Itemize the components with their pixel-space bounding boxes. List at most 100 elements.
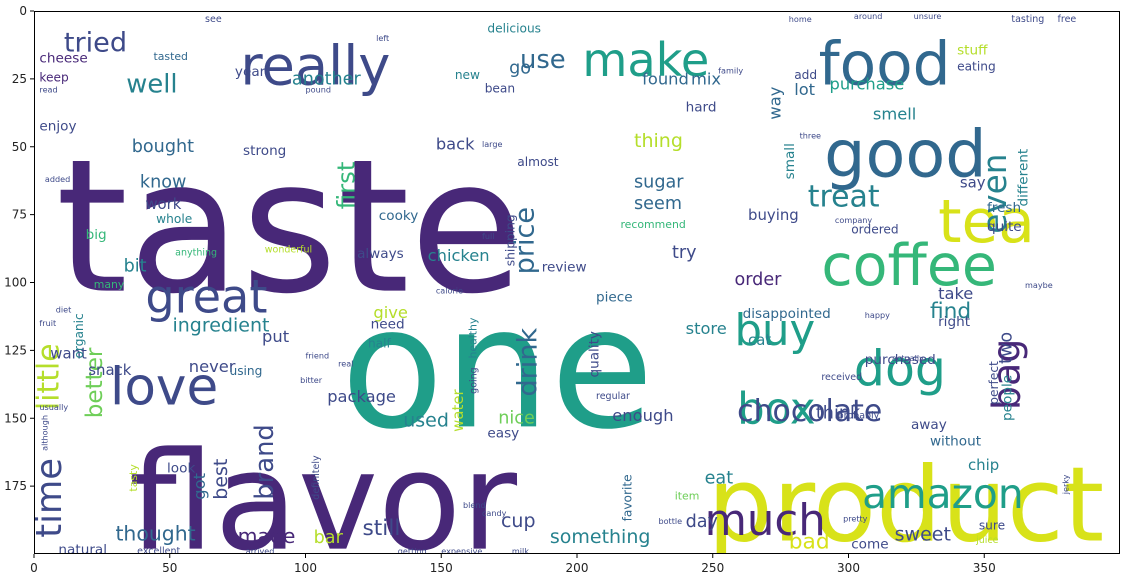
word-bit: bit [124,257,147,277]
word-three: three [800,131,821,141]
word-need: need [371,317,405,333]
word-large: large [482,139,503,149]
word-different: different [1016,149,1032,207]
word-make: make [582,33,709,87]
word-bean: bean [485,81,515,95]
word-great: great [145,269,267,323]
word-flavor: flavor [129,424,517,577]
y-tick-label: 100 [4,276,27,290]
word-review: review [542,260,587,276]
word-good: good [824,117,987,193]
axes-frame [34,11,1120,554]
word-brand: brand [250,424,280,500]
word-best: best [210,459,232,500]
word-item: item [675,490,700,503]
word-use: use [520,45,566,75]
word-never: never [189,357,236,376]
word-recommend: recommend [620,218,685,231]
word-seem: seem [634,194,682,214]
x-tick-label: 0 [30,561,38,575]
word-still: still [363,516,401,541]
word-tasted: tasted [153,50,188,63]
word-candy: candy [482,508,507,518]
word-small: small [782,143,798,179]
x-tick-label: 100 [294,561,317,575]
y-tick-label: 150 [4,411,27,425]
word-give: give [373,303,408,322]
word-much: much [705,496,826,546]
word-healthy: healthy [467,317,480,358]
word-left: left [376,33,389,43]
word-put: put [262,327,289,346]
word-company: company [835,215,873,225]
word-work: work [145,195,181,213]
y-tick-label: 75 [12,208,27,222]
word-thought: thought [115,521,195,545]
word-dog: dog [854,341,946,398]
word-first: first [331,162,360,210]
x-tick-label: 300 [837,561,860,575]
word-purchase: purchase [829,75,904,94]
word-bitter: bitter [300,375,323,385]
y-axis-ticks: 0 25 50 75 100 125 150 175 [4,4,34,493]
word-found: found [642,69,689,88]
x-tick-label: 250 [701,561,724,575]
word-cat: cat [748,331,771,349]
word-blend: blend [463,500,486,510]
y-tick-label: 25 [12,72,27,86]
word-little: little [31,343,66,410]
word-sweet: sweet [895,523,951,545]
word-calorie: calorie [436,285,463,295]
word-day: day [686,512,718,532]
word-juice: juice [975,535,999,546]
x-tick-label: 200 [566,561,589,575]
word-actually: actually [892,353,924,363]
word-unsure: unsure [914,11,942,21]
word-diet: diet [56,304,72,314]
word-shipping: shipping [504,214,518,266]
word-people: people [999,375,1015,421]
word-definitely: definitely [311,455,322,500]
word-many: many [94,278,125,291]
word-keep: keep [39,71,69,85]
word-purchased: purchased [865,352,936,368]
word-got: got [190,473,209,500]
word-real: real [338,359,353,369]
word-try: try [672,243,697,263]
word-free: free [1058,14,1077,25]
word-bottle: bottle [658,516,682,526]
word-big: big [86,227,107,243]
word-chocolate: chocolate [737,394,882,429]
word-made: made [238,524,296,548]
word-read: read [39,84,57,94]
word-perfect: perfect [987,361,1001,405]
word-find: find [930,299,971,324]
word-bad: bad [789,530,830,555]
word-new: new [455,68,480,82]
word-milk: milk [512,546,529,556]
word-pretty: pretty [843,513,868,523]
word-anything: anything [175,247,217,258]
word-box: box [737,385,815,435]
word-away: away [911,417,947,433]
word-maybe: maybe [1025,280,1053,290]
word-smell: smell [873,105,916,124]
y-tick-label: 125 [4,343,27,357]
word-nice: nice [498,409,535,429]
word-excellent: excellent [137,546,180,557]
x-tick-label: 50 [162,561,177,575]
word-ingredient: ingredient [172,314,269,336]
word-eat: eat [705,468,734,488]
word-fruit: fruit [39,318,56,328]
word-chicken: chicken [428,246,490,265]
word-buying: buying [748,206,799,224]
word-one: one [341,270,654,466]
word-getting: getting [398,546,427,556]
word-price: price [510,207,541,274]
word-love: love [110,358,218,418]
x-axis-ticks: 0 50 100 150 200 250 300 350 [30,554,996,575]
word-go: go [509,58,531,78]
word-favorite: favorite [620,474,634,521]
word-even: even [976,154,1014,234]
